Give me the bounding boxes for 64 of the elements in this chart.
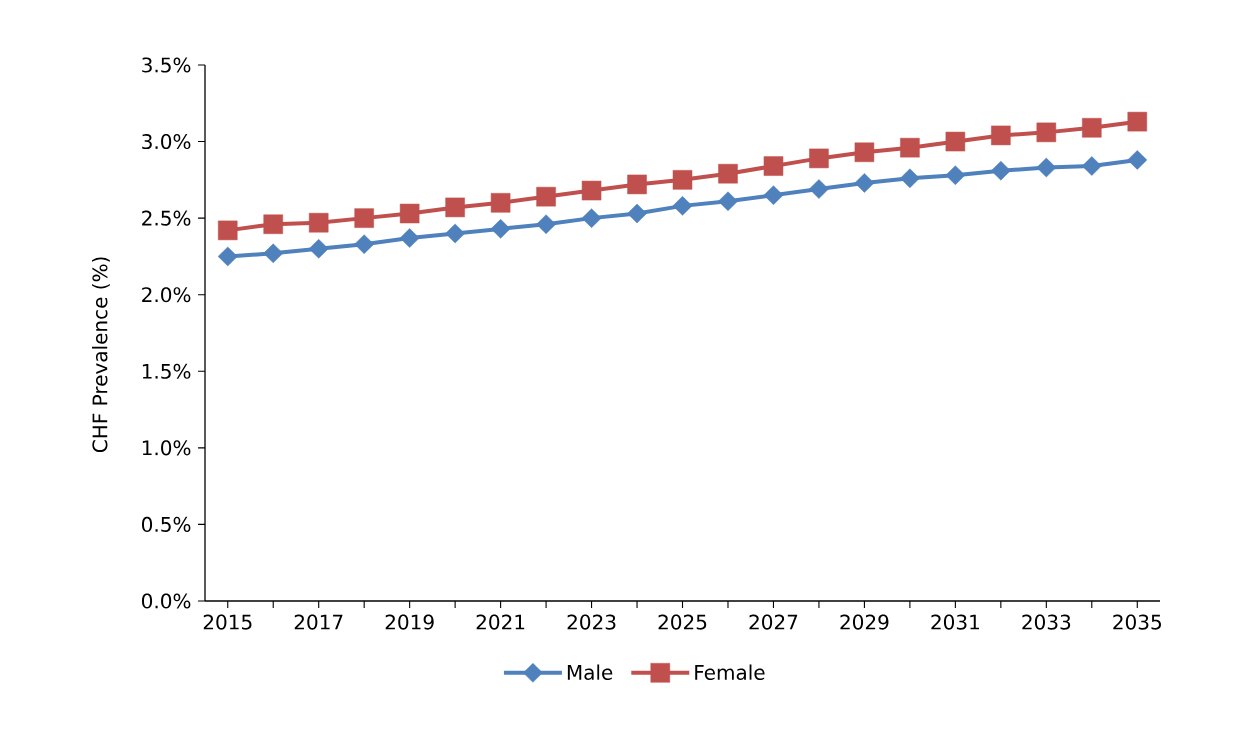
y-axis-title: CHF Prevalence (%)	[92, 257, 110, 453]
point	[445, 197, 465, 218]
point	[581, 180, 602, 201]
y-tick-label: 0.5%	[142, 516, 191, 532]
point	[308, 212, 329, 233]
x-tick-label: 2021	[476, 614, 525, 630]
point	[991, 125, 1011, 146]
legend-label: Male	[567, 664, 613, 680]
point	[263, 214, 283, 234]
point	[763, 185, 784, 205]
point	[1081, 156, 1102, 176]
point	[672, 170, 693, 190]
point	[536, 186, 556, 207]
point	[854, 142, 875, 163]
x-tick-label: 2033	[1022, 614, 1071, 630]
point	[945, 131, 966, 152]
point	[718, 191, 738, 212]
y-tick-label: 2.0%	[142, 287, 191, 303]
point	[1036, 122, 1057, 143]
x-tick-label: 2015	[203, 614, 252, 630]
y-tick-label: 3.0%	[142, 133, 191, 150]
point	[308, 239, 329, 259]
point	[1036, 157, 1057, 178]
y-tick-label: 3.5%	[142, 57, 191, 73]
point	[490, 193, 511, 213]
point	[900, 137, 920, 158]
point	[627, 203, 647, 224]
point	[945, 165, 966, 185]
point	[990, 160, 1011, 181]
point	[718, 163, 738, 184]
x-tick-label: 2023	[567, 614, 616, 630]
point	[1127, 150, 1148, 170]
point	[900, 168, 920, 189]
point	[581, 208, 602, 228]
point	[763, 156, 784, 176]
x-tick-label: 2035	[1113, 614, 1161, 630]
point	[672, 196, 693, 216]
point	[809, 148, 829, 169]
x-tick-label: 2025	[658, 614, 707, 630]
point	[217, 246, 238, 267]
point	[1082, 118, 1102, 138]
y-tick-label: 1.0%	[142, 440, 191, 456]
point	[354, 234, 375, 254]
point	[536, 214, 556, 234]
point	[399, 228, 420, 248]
point	[354, 208, 374, 228]
x-tick-label: 2029	[840, 614, 889, 630]
point	[445, 223, 465, 244]
point	[809, 179, 829, 199]
point	[490, 219, 511, 239]
x-tick-label: 2031	[931, 614, 979, 630]
point	[1127, 111, 1148, 132]
y-tick-label: 0.0%	[142, 593, 191, 609]
point	[399, 203, 420, 224]
point	[218, 220, 238, 241]
point	[263, 243, 284, 264]
y-tick-label: 1.5%	[142, 363, 191, 379]
x-tick-label: 2027	[749, 614, 798, 630]
legend-label: Female	[695, 664, 765, 680]
point	[627, 174, 647, 195]
x-tick-label: 2019	[385, 614, 434, 630]
point	[854, 173, 875, 193]
y-tick-label: 2.5%	[142, 210, 191, 226]
x-tick-label: 2017	[294, 614, 343, 630]
